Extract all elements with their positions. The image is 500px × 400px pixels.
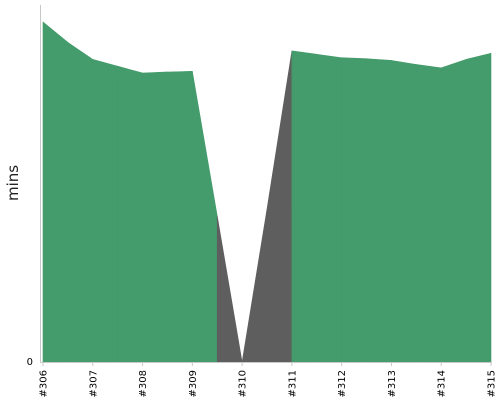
x-tick-label: #308 <box>138 370 149 397</box>
area-segment <box>391 60 417 363</box>
area-segment <box>216 215 243 363</box>
x-tick-label: #312 <box>337 370 348 397</box>
x-tick-label: #313 <box>387 370 398 397</box>
area-segment <box>291 50 318 363</box>
area-segment <box>117 65 143 363</box>
y-axis-label: mins <box>4 165 22 201</box>
y-tick-label: 0 <box>27 357 33 368</box>
y-tick-labels: 0 <box>27 357 33 368</box>
area-segment <box>316 53 342 363</box>
area-segment <box>92 59 118 363</box>
area-segment <box>67 41 94 363</box>
x-tick-label: #306 <box>39 370 50 397</box>
x-tick-labels: #306 #307 #308 #309 #310 #311 #312 #313 #314 #315 <box>39 362 498 397</box>
area-segment <box>366 58 392 363</box>
area-segment <box>42 21 69 363</box>
area-segment <box>142 71 168 363</box>
area-segment <box>341 57 367 363</box>
area-segment <box>440 58 467 363</box>
area-segment <box>192 71 218 363</box>
x-tick-label: #311 <box>287 370 298 397</box>
x-tick-label: #310 <box>238 370 249 397</box>
area-segment <box>167 70 193 363</box>
x-tick-label: #315 <box>487 370 498 397</box>
area-segment <box>465 52 492 363</box>
area-segment <box>416 64 442 363</box>
area-segment <box>266 50 293 363</box>
area-segment <box>241 208 268 363</box>
chart-marks <box>42 21 492 363</box>
x-tick-label: #307 <box>88 370 99 397</box>
x-tick-label: #309 <box>188 370 199 397</box>
x-tick-label: #314 <box>437 370 448 397</box>
